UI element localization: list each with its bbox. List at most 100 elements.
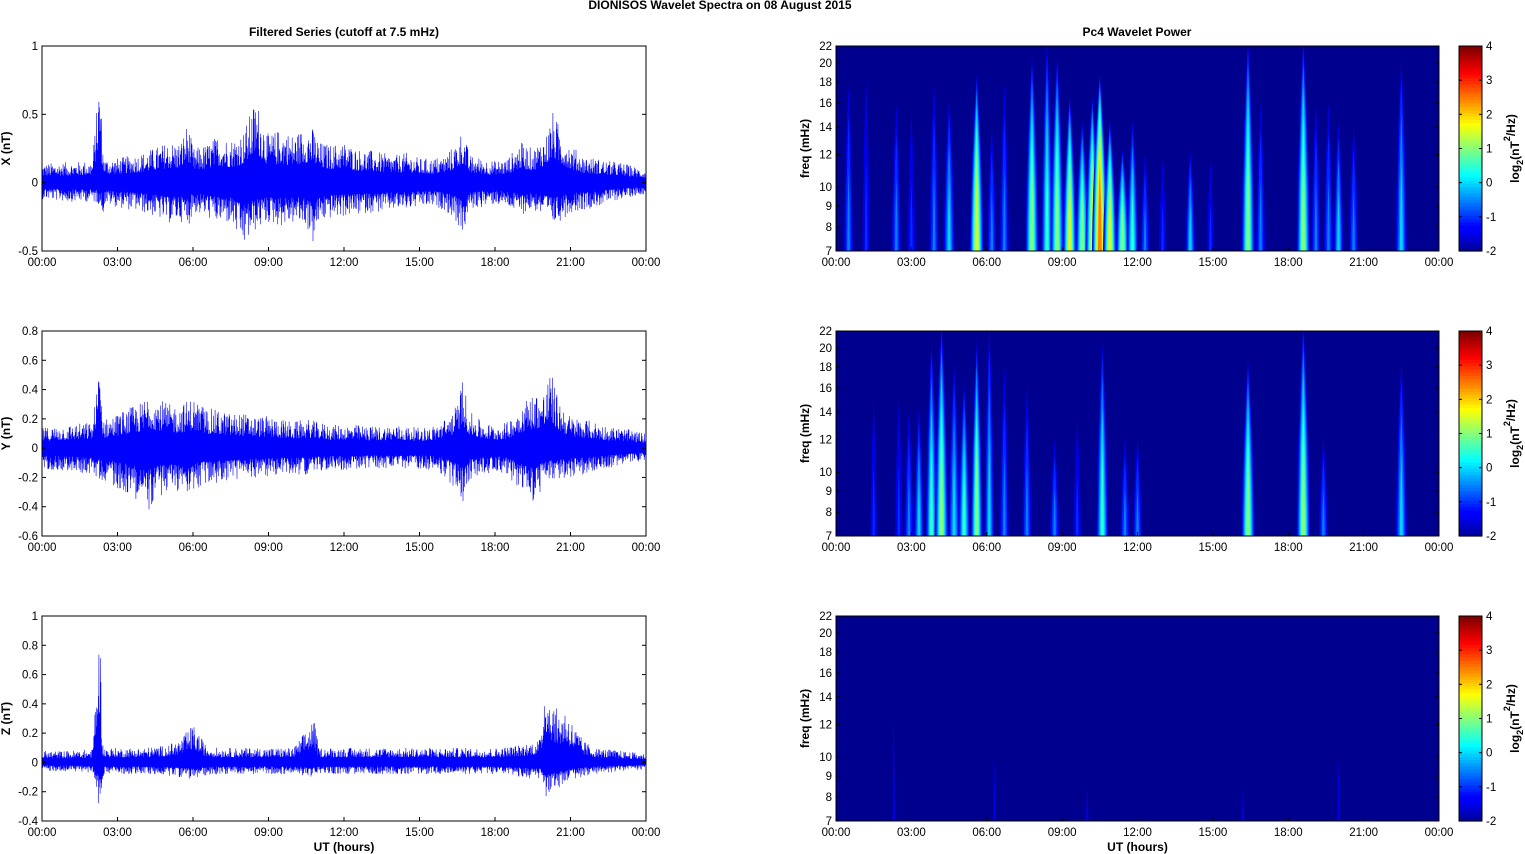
ytick-label: 12	[819, 720, 832, 732]
wavelet-burst	[864, 159, 868, 251]
right-column-title: Pc4 Wavelet Power	[1083, 25, 1192, 39]
ytick-label: 1	[32, 41, 38, 53]
wv-xtick-label: 12:00	[1123, 827, 1152, 839]
colorbar-swatch	[1459, 212, 1482, 217]
colorbar-swatch	[1459, 391, 1482, 396]
colorbar-tick-label: 2	[1486, 109, 1492, 121]
colorbar-swatch	[1459, 788, 1482, 793]
ts-xtick-label: 00:00	[28, 827, 57, 839]
ytick-label: -0.5	[18, 246, 38, 258]
colorbar-swatch	[1459, 699, 1482, 704]
colorbar-swatch	[1459, 465, 1482, 470]
colorbar-swatch	[1459, 724, 1482, 729]
colorbar-swatch	[1459, 622, 1482, 627]
ts-xtick-label: 12:00	[330, 257, 359, 269]
ytick-label: 7	[826, 246, 832, 258]
heatmap-bursts	[892, 721, 1340, 821]
colorbar-swatch	[1459, 798, 1482, 803]
colorbar-swatch	[1459, 635, 1482, 640]
wavelet-burst	[930, 444, 933, 536]
colorbar-swatch	[1459, 238, 1482, 242]
ytick-label: 18	[819, 77, 832, 89]
ytick-label: 0	[32, 178, 38, 190]
colorbar-swatch	[1459, 379, 1482, 383]
wavelet-burst	[947, 178, 951, 251]
colorbar-swatch	[1459, 676, 1482, 681]
colorbar-swatch	[1459, 375, 1482, 380]
wv-xtick-label: 06:00	[972, 542, 1001, 554]
colorbar-swatch	[1459, 468, 1482, 473]
colorbar-swatch	[1459, 404, 1482, 409]
wv-xtick-label: 21:00	[1349, 542, 1378, 554]
colorbar-tick-label: 0	[1486, 463, 1492, 475]
ts-xtick-label: 00:00	[632, 257, 661, 269]
wavelet-burst	[939, 436, 944, 536]
colorbar-swatch	[1459, 180, 1482, 185]
colorbar-swatch	[1459, 199, 1482, 204]
colorbar-swatch	[1459, 84, 1482, 89]
wavelet-burst	[1025, 463, 1029, 536]
ts-xtick-label: 15:00	[405, 542, 434, 554]
wavelet-burst	[1337, 759, 1340, 821]
colorbar-swatch	[1459, 750, 1482, 755]
colorbar-swatch	[1459, 148, 1482, 153]
wv-xtick-label: 12:00	[1123, 257, 1152, 269]
colorbar-swatch	[1459, 135, 1482, 140]
colorbar-swatch	[1459, 660, 1482, 665]
colorbar-swatch	[1459, 702, 1482, 707]
wavelet-burst	[952, 453, 956, 536]
wavelet-burst	[895, 178, 898, 251]
wavelet-burst	[1188, 202, 1192, 251]
colorbar-swatch	[1459, 628, 1482, 633]
colorbar-tick-label: -2	[1486, 246, 1496, 258]
colorbar-swatch	[1459, 439, 1482, 444]
colorbar-swatch	[1459, 817, 1482, 822]
colorbar-swatch	[1459, 507, 1482, 511]
wavelet-burst	[1045, 151, 1049, 251]
colorbar-tick-label: 1	[1486, 144, 1492, 156]
ytick-label: 0.4	[22, 385, 39, 397]
colorbar-swatch	[1459, 331, 1482, 335]
wv-xtick-label: 15:00	[1198, 257, 1227, 269]
colorbar-swatch	[1459, 785, 1482, 790]
colorbar-swatch	[1459, 55, 1482, 60]
wavelet-burst	[917, 474, 921, 536]
y-axis-label: Y (nT)	[0, 417, 13, 451]
colorbar-swatch	[1459, 206, 1482, 210]
colorbar-swatch	[1459, 673, 1482, 678]
ytick-label: 20	[819, 58, 832, 70]
wavelet-burst	[1136, 487, 1139, 536]
colorbar-swatch	[1459, 523, 1482, 527]
ytick-label: 20	[819, 628, 832, 640]
ytick-label: 22	[819, 41, 832, 53]
ytick-label: 0.5	[22, 109, 38, 121]
colorbar-swatch	[1459, 455, 1482, 460]
wavelet-burst	[1301, 436, 1305, 536]
left-column-title: Filtered Series (cutoff at 7.5 mHz)	[249, 25, 439, 39]
colorbar-swatch	[1459, 625, 1482, 630]
colorbar-swatch	[1459, 494, 1482, 499]
colorbar-swatch	[1459, 728, 1482, 732]
series-line-x	[42, 101, 646, 242]
colorbar-swatch	[1459, 801, 1482, 806]
colorbar-swatch	[1459, 122, 1482, 127]
colorbar-swatch	[1459, 363, 1482, 367]
colorbar-swatch	[1459, 340, 1482, 345]
wavelet-burst	[1161, 202, 1164, 251]
colorbar-swatch	[1459, 343, 1482, 348]
colorbar-swatch	[1459, 664, 1482, 668]
colorbar-tick-label: 4	[1486, 326, 1493, 338]
colorbar-swatch	[1459, 58, 1482, 63]
y-axis-label: freq (mHz)	[798, 404, 812, 463]
timeseries-panel-2: 0.80.60.40.20-0.2-0.4-0.600:00 03:00 06:00…	[0, 326, 660, 554]
timeseries-panel-1: 10.50-0.500:00 03:00 06:00 09:00 12:00 15:00 1…	[0, 41, 660, 269]
colorbar-swatch	[1459, 478, 1482, 483]
colorbar-swatch	[1459, 129, 1482, 134]
colorbar-swatch	[1459, 234, 1482, 239]
colorbar-tick-label: 4	[1486, 611, 1493, 623]
colorbar-swatch	[1459, 388, 1482, 393]
colorbar-swatch	[1459, 218, 1482, 223]
ytick-label: 18	[819, 362, 832, 374]
wavelet-burst	[1100, 444, 1104, 536]
